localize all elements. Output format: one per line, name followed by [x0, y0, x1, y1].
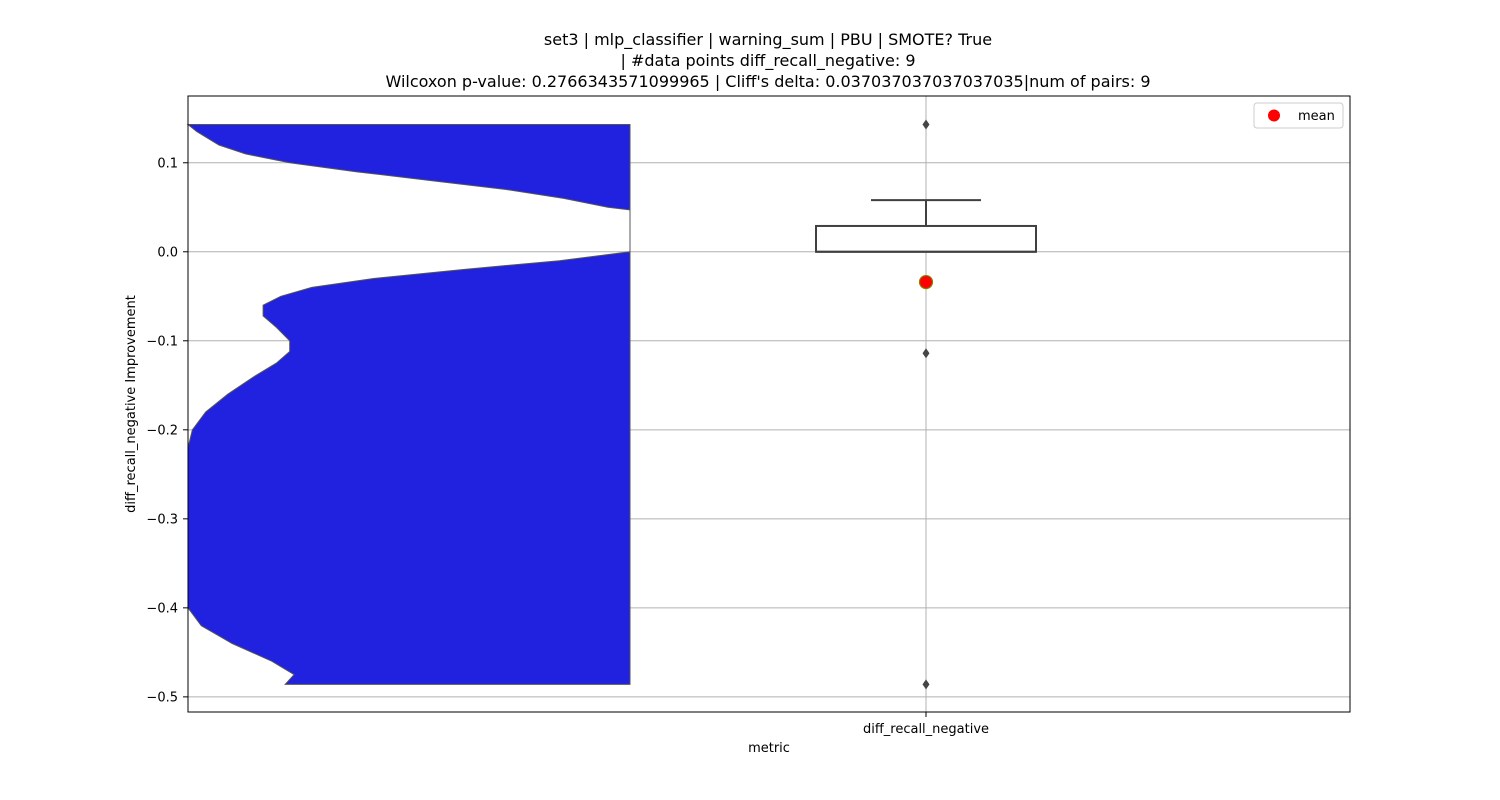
grid-lines	[188, 96, 1350, 712]
legend-marker-mean	[1268, 109, 1280, 122]
y-axis-label: diff_recall_negative Improvement	[124, 295, 139, 513]
y-tick-label: −0.3	[146, 512, 178, 527]
legend-box	[1253, 102, 1344, 129]
violin-body	[186, 123, 631, 685]
box-plot	[815, 119, 1037, 690]
chart-title-line-1: set3 | mlp_classifier | warning_sum | PB…	[543, 30, 993, 49]
y-tick-label: −0.2	[146, 423, 178, 438]
y-tick-label: 0.1	[157, 156, 178, 171]
y-tick-label: −0.1	[146, 334, 178, 349]
plot-frame	[187, 95, 1351, 713]
legend: mean	[1253, 102, 1344, 129]
x-axis-label: metric	[748, 741, 790, 756]
chart-title-line-3: Wilcoxon p-value: 0.2766343571099965 | C…	[385, 72, 1151, 91]
axes	[187, 95, 1351, 713]
y-axis-ticks: 0.1 0.0 −0.1 −0.2 −0.3 −0.4 −0.5	[146, 156, 188, 705]
outlier-point	[922, 679, 930, 690]
chart-title-line-2: | #data points diff_recall_negative: 9	[620, 51, 916, 70]
chart-title: set3 | mlp_classifier | warning_sum | PB…	[0, 29, 1500, 92]
outlier-point	[922, 348, 930, 359]
x-tick-label: diff_recall_negative	[863, 722, 989, 737]
legend-label-mean: mean	[1298, 109, 1335, 124]
y-tick-label: 0.0	[157, 245, 178, 260]
y-tick-label: −0.5	[146, 690, 178, 705]
mean-marker	[918, 274, 934, 290]
outlier-point	[922, 119, 930, 130]
y-tick-label: −0.4	[146, 601, 178, 616]
box-iqr	[815, 224, 1037, 253]
x-axis-ticks: diff_recall_negative	[863, 712, 989, 737]
